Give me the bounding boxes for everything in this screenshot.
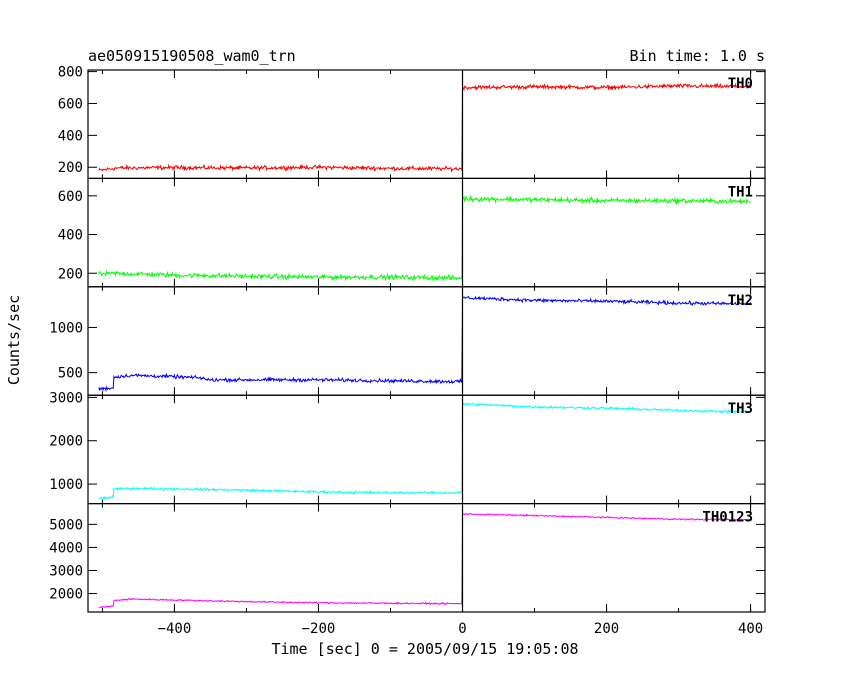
chart-title: ae050915190508_wam0_trn bbox=[88, 47, 296, 65]
panel-label-th0123: TH0123 bbox=[702, 510, 753, 526]
panel-frame bbox=[87, 177, 766, 288]
series-line-th0 bbox=[98, 82, 752, 174]
x-axis-title: Time [sec] 0 = 2005/09/15 19:05:08 bbox=[271, 640, 578, 658]
y-tick-label: 200 bbox=[58, 266, 83, 282]
y-tick-label: 400 bbox=[58, 228, 83, 244]
panel-frame bbox=[87, 286, 766, 396]
panel-th0123: 2000 3000 4000 5000 TH0123 bbox=[49, 503, 766, 613]
panel-th0: 200 400 600 800 TH0 bbox=[58, 65, 766, 180]
panel-label-th2: TH2 bbox=[728, 293, 753, 309]
y-tick-label: 4000 bbox=[49, 540, 83, 556]
y-tick-label: 800 bbox=[58, 65, 83, 81]
panel-th3: 1000 2000 3000 TH3 bbox=[49, 390, 766, 505]
x-tick-label: 0 bbox=[458, 621, 466, 637]
panel-th1: 200 400 600 TH1 bbox=[58, 177, 766, 288]
panel-th2: 500 1000 TH2 bbox=[49, 286, 766, 396]
panel-label-th3: TH3 bbox=[728, 401, 753, 417]
y-tick-label: 1000 bbox=[49, 477, 83, 493]
x-tick-label: 400 bbox=[738, 621, 763, 637]
panel-frame bbox=[87, 394, 766, 505]
bin-time-label: Bin time: 1.0 s bbox=[630, 47, 765, 65]
series-line-th0123 bbox=[98, 513, 751, 608]
panels: 200 400 600 800 TH0 200 400 600 TH1 500 1000 TH2 100… bbox=[49, 65, 766, 637]
series-line-th2 bbox=[98, 295, 752, 393]
y-tick-label: 2000 bbox=[49, 434, 83, 450]
series-line-th3 bbox=[98, 402, 751, 500]
y-tick-label: 2000 bbox=[49, 587, 83, 603]
y-axis-title: Counts/sec bbox=[5, 295, 23, 385]
x-tick-label: −200 bbox=[302, 621, 336, 637]
y-tick-label: 3000 bbox=[49, 390, 83, 406]
panel-label-th0: TH0 bbox=[728, 76, 753, 92]
x-tick-label: 200 bbox=[594, 621, 619, 637]
x-tick-label: −400 bbox=[158, 621, 192, 637]
panel-frame bbox=[87, 503, 766, 613]
y-tick-label: 400 bbox=[58, 128, 83, 144]
y-tick-label: 3000 bbox=[49, 563, 83, 579]
y-tick-label: 200 bbox=[58, 160, 83, 176]
y-tick-label: 5000 bbox=[49, 517, 83, 533]
y-tick-label: 600 bbox=[58, 96, 83, 112]
y-tick-label: 600 bbox=[58, 189, 83, 205]
y-tick-label: 500 bbox=[58, 366, 83, 382]
y-tick-label: 1000 bbox=[49, 320, 83, 336]
series-line-th1 bbox=[98, 194, 751, 282]
panel-label-th1: TH1 bbox=[728, 184, 753, 200]
